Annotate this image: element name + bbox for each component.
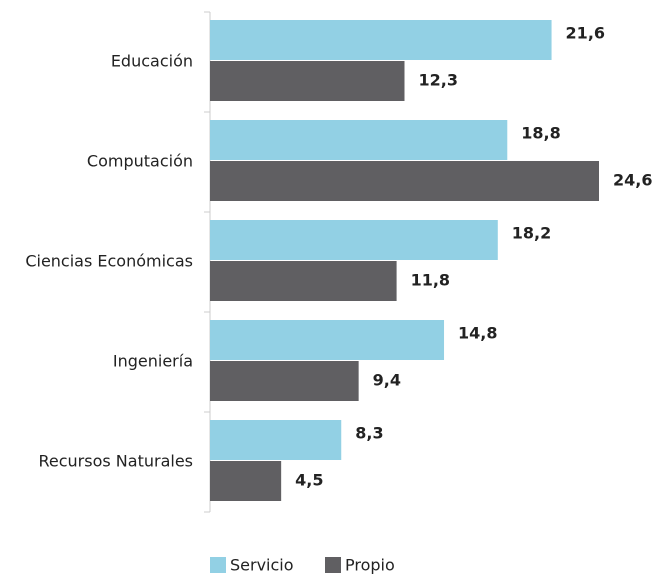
category-label: Educación (111, 52, 193, 71)
value-label: 4,5 (295, 471, 323, 490)
bar (210, 161, 599, 201)
bar (210, 61, 405, 101)
bar (210, 120, 508, 160)
value-label: 21,6 (566, 24, 605, 43)
value-label: 24,6 (613, 171, 652, 190)
bar (210, 361, 359, 401)
category-label: Computación (87, 152, 193, 171)
bar (210, 220, 498, 260)
legend-label: Servicio (230, 556, 294, 574)
value-label: 14,8 (458, 324, 497, 343)
category-label: Recursos Naturales (39, 452, 194, 471)
legend-swatch (210, 557, 226, 573)
legend-label: Propio (345, 556, 395, 574)
bar (210, 461, 282, 501)
value-label: 11,8 (411, 271, 450, 290)
bar (210, 420, 342, 460)
legend-swatch (325, 557, 341, 573)
value-label: 18,8 (521, 124, 560, 143)
bar (210, 261, 397, 301)
value-label: 8,3 (355, 424, 383, 443)
category-label: Ingeniería (113, 352, 193, 371)
category-label: Ciencias Económicas (25, 252, 193, 271)
value-label: 12,3 (419, 71, 458, 90)
bar (210, 20, 552, 60)
value-label: 18,2 (512, 224, 551, 243)
bar (210, 320, 445, 360)
value-label: 9,4 (373, 371, 401, 390)
